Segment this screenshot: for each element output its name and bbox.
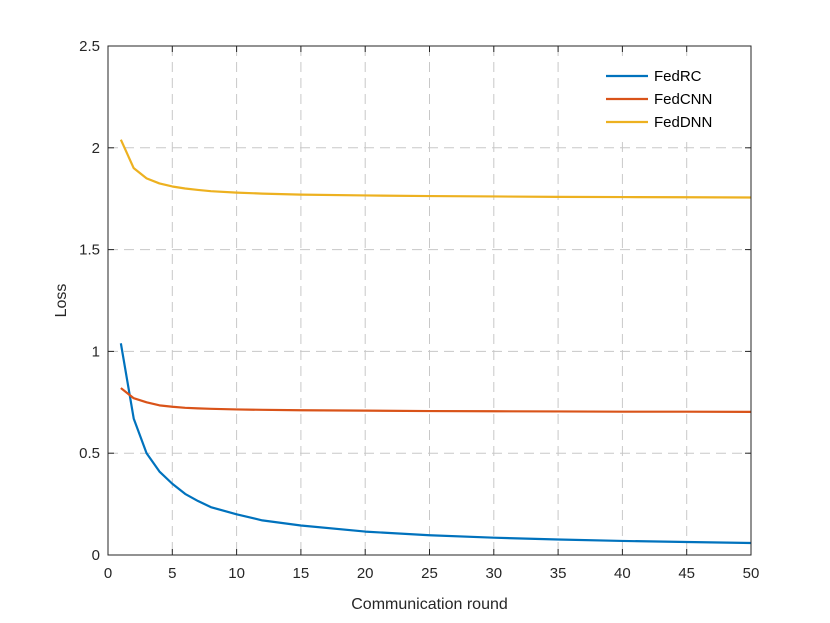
- x-tick-label: 30: [485, 565, 502, 582]
- y-tick-label: 0: [92, 547, 100, 564]
- y-tick-label: 1: [92, 343, 100, 360]
- y-tick-label: 2.5: [79, 38, 100, 55]
- legend: FedRC FedCNN FedDNN: [595, 58, 741, 136]
- tick-labels: 0 5 10 15 20 25 30 35 40 45 50 0 0.5 1 1.5 2 2.5: [79, 38, 759, 582]
- x-tick-label: 20: [357, 565, 374, 582]
- legend-label-fedrc: FedRC: [654, 68, 702, 85]
- x-tick-label: 10: [228, 565, 245, 582]
- legend-label-feddnn: FedDNN: [654, 114, 712, 131]
- x-tick-label: 35: [550, 565, 567, 582]
- legend-label-fedcnn: FedCNN: [654, 91, 712, 108]
- series-line-fedrc: [119, 343, 752, 545]
- y-tick-label: 0.5: [79, 445, 100, 462]
- x-tick-label: 5: [168, 565, 176, 582]
- x-tick-label: 15: [293, 565, 310, 582]
- y-axis-label: Loss: [53, 284, 70, 318]
- y-tick-label: 1.5: [79, 242, 100, 259]
- grid: [108, 46, 751, 555]
- x-tick-label: 0: [104, 565, 112, 582]
- x-axis-label: Communication round: [351, 596, 508, 613]
- ticks: [107, 45, 752, 556]
- series-layer: [119, 139, 752, 545]
- x-tick-label: 45: [678, 565, 695, 582]
- x-tick-label: 40: [614, 565, 631, 582]
- series-line-fedcnn: [120, 387, 752, 413]
- series-line-feddnn: [119, 139, 752, 199]
- x-tick-label: 25: [421, 565, 438, 582]
- y-tick-label: 2: [92, 140, 100, 157]
- x-tick-label: 50: [743, 565, 760, 582]
